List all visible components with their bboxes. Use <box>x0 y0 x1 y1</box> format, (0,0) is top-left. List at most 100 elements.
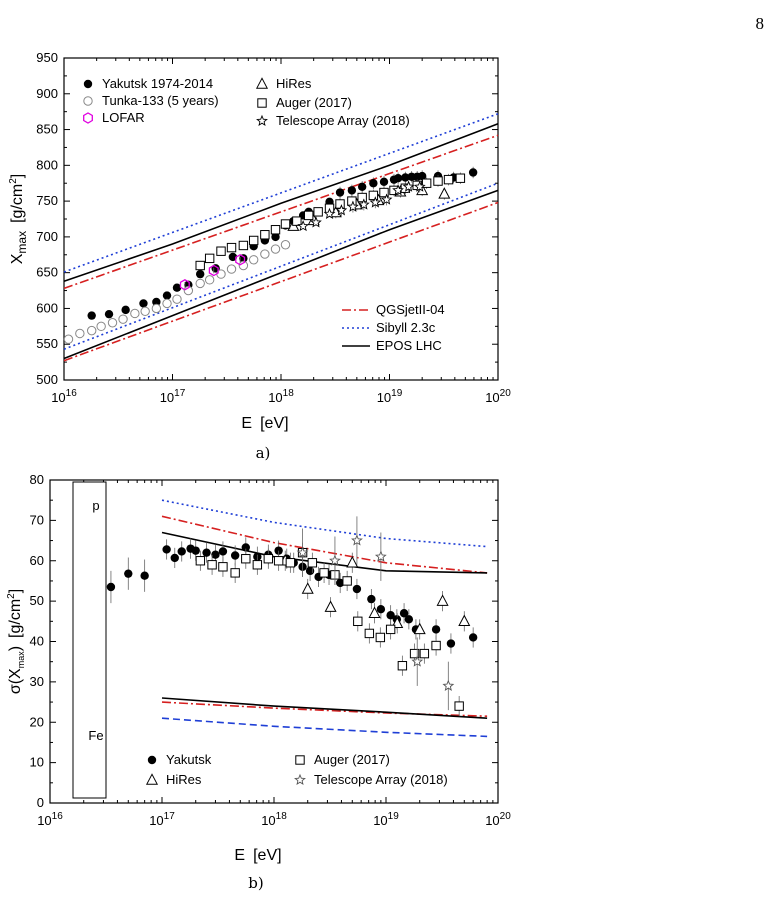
model-line-upper <box>63 123 499 283</box>
data-point <box>419 648 430 659</box>
data-point <box>139 299 148 308</box>
data-point <box>442 679 455 691</box>
y-tick-label: 850 <box>36 122 58 137</box>
y-tick-label: 30 <box>30 674 44 689</box>
x-axis-title: E [eV] <box>234 847 281 864</box>
data-point <box>458 614 471 627</box>
model-line-upper <box>161 531 488 574</box>
data-point <box>152 297 161 307</box>
data-point <box>241 543 250 552</box>
legend-lofar-label: LOFAR <box>102 110 145 125</box>
x-tick-label: 1016 <box>51 388 77 405</box>
data-point <box>195 556 206 566</box>
data-point <box>379 187 389 198</box>
data-point <box>392 184 404 196</box>
data-point <box>226 264 237 274</box>
y-tick-label: 900 <box>36 86 58 101</box>
data-point <box>468 633 478 642</box>
data-point <box>409 648 420 659</box>
legend-yakutsk-marker <box>83 79 93 89</box>
y-tick-label: 10 <box>30 755 44 770</box>
data-point <box>376 605 386 614</box>
page-number: 8 <box>755 14 765 33</box>
data-point <box>385 624 396 635</box>
data-point <box>438 187 451 199</box>
y-axis-title: σ(Xmax) [g/cm2] <box>6 589 26 694</box>
data-point <box>329 554 341 566</box>
y-tick-label: 650 <box>36 265 58 280</box>
data-point <box>310 216 322 228</box>
data-point <box>342 576 352 586</box>
data-point <box>172 294 182 304</box>
x-tick-label: 1018 <box>268 388 294 405</box>
legend-yakutsk-label: Yakutsk 1974-2014 <box>102 76 213 91</box>
data-point <box>118 314 128 324</box>
data-point <box>280 240 291 250</box>
panel-label: b) <box>248 874 263 892</box>
data-point <box>380 193 393 205</box>
data-point <box>252 560 263 570</box>
data-point <box>357 182 367 191</box>
box-label-fe: Fe <box>88 728 103 743</box>
data-point <box>297 219 310 232</box>
data-point <box>204 275 215 285</box>
y-tick-label: 550 <box>36 336 58 351</box>
data-point <box>177 547 186 556</box>
data-point <box>335 188 345 197</box>
data-point <box>238 240 249 251</box>
data-point <box>323 207 336 219</box>
legend-line-label: EPOS LHC <box>376 338 442 353</box>
y-tick-label: 60 <box>30 553 44 568</box>
data-point <box>374 550 387 562</box>
data-point <box>96 321 106 332</box>
data-point <box>191 546 200 555</box>
data-point <box>280 219 291 229</box>
data-point <box>313 207 323 217</box>
x-tick-label: 1017 <box>160 388 186 405</box>
data-point <box>204 253 215 264</box>
legend-b-ta-marker <box>294 773 306 785</box>
data-point <box>218 547 228 556</box>
data-point <box>347 186 357 195</box>
y-tick-label: 0 <box>37 795 44 810</box>
data-point <box>195 269 205 279</box>
y-tick-label: 500 <box>36 372 58 387</box>
chart-panel-a: 1016 1017 1018 1019 1020 500 550 600 650 700 750 80… <box>8 50 511 462</box>
data-point <box>353 616 363 627</box>
legend-tunka-label: Tunka-133 (5 years) <box>102 93 219 108</box>
data-point <box>413 180 426 192</box>
y-tick-label: 800 <box>36 157 58 172</box>
plot-frame <box>49 479 499 804</box>
data-point <box>468 168 478 177</box>
data-point <box>226 242 237 253</box>
data-point <box>170 553 179 563</box>
y-tick-label: 600 <box>36 300 58 315</box>
data-point <box>436 594 449 606</box>
x-tick-label: 1019 <box>373 811 399 828</box>
data-point <box>235 254 246 266</box>
model-line-lower <box>161 697 488 719</box>
series-group <box>106 537 478 654</box>
data-point <box>285 558 296 568</box>
data-point <box>263 554 274 564</box>
data-point <box>195 260 205 271</box>
data-point <box>369 179 378 188</box>
model-line-lower <box>63 189 499 360</box>
series-group <box>195 172 466 271</box>
data-point <box>379 177 389 186</box>
data-point <box>140 306 150 317</box>
legend-hires-label: HiRes <box>276 76 312 91</box>
data-point <box>195 278 205 289</box>
data-point <box>404 615 414 624</box>
data-point <box>335 204 348 216</box>
data-point <box>87 311 96 320</box>
data-point <box>455 173 466 183</box>
data-point <box>130 308 140 319</box>
data-point <box>248 255 259 265</box>
legend-line-label: QGSjetII-04 <box>376 302 445 317</box>
data-point <box>386 611 395 620</box>
data-point <box>230 551 240 560</box>
data-point <box>369 196 382 208</box>
data-point <box>357 192 367 203</box>
